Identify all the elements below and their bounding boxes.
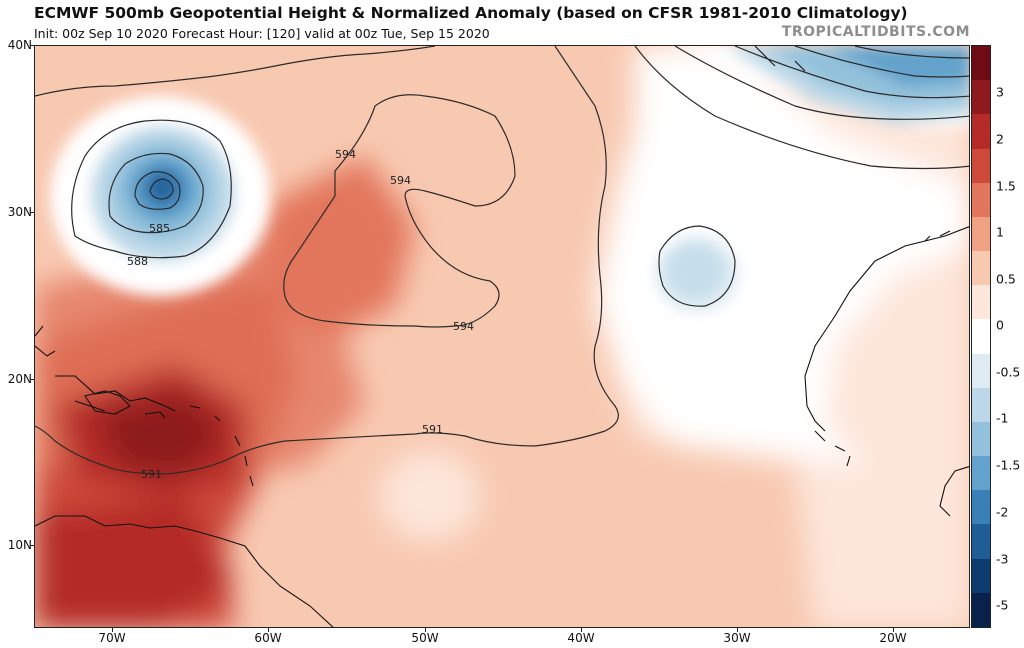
coastline-puerto-rico xyxy=(144,411,166,419)
colorbar-segment xyxy=(972,319,990,355)
lon-tick xyxy=(112,628,113,632)
lon-label-70w: 70W xyxy=(98,631,126,645)
lon-tick xyxy=(268,628,269,632)
cutoff-low-central xyxy=(655,236,739,312)
lon-tick xyxy=(893,628,894,632)
coastline-canary-islands xyxy=(924,230,951,242)
lon-label-60w: 60W xyxy=(254,631,282,645)
colorbar-segment xyxy=(972,285,990,320)
colorbar-tick-label: -2 xyxy=(996,504,1009,520)
colorbar-segment xyxy=(972,456,990,491)
colorbar-tick-label: 0 xyxy=(996,317,1004,333)
lat-tick xyxy=(30,545,34,546)
coastline-africa-west xyxy=(939,466,969,517)
contour-591-main xyxy=(35,46,619,475)
lat-tick xyxy=(30,379,34,380)
brand-watermark: TROPICALTIDBITS.COM xyxy=(781,24,970,40)
colorbar-segment xyxy=(972,251,990,286)
contour-label-591-a: 591 xyxy=(422,423,443,436)
lon-label-30w: 30W xyxy=(723,631,751,645)
map-canvas: 594 594 594 585 588 591 591 xyxy=(35,46,969,627)
coastline-lesser-antilles xyxy=(189,405,254,487)
colorbar-segment xyxy=(972,524,990,560)
colorbar-tick-label: 3 xyxy=(996,84,1004,100)
contour-588-northeast xyxy=(674,46,969,120)
colorbar-segment xyxy=(972,148,990,184)
height-contours xyxy=(35,46,969,475)
map-title: ECMWF 500mb Geopotential Height & Normal… xyxy=(34,4,908,22)
colorbar-segment xyxy=(972,46,990,81)
colorbar-segment xyxy=(972,80,990,115)
coastlines xyxy=(35,46,969,627)
colorbar-segment xyxy=(972,490,990,525)
colorbar-tick-label: -1.5 xyxy=(996,457,1021,473)
coastline-jamaica xyxy=(74,400,106,412)
colorbar-segment xyxy=(972,558,990,594)
contour-label-585: 585 xyxy=(149,222,170,235)
contour-579-low xyxy=(149,178,174,200)
contour-582-northeast xyxy=(794,46,969,78)
anomaly-darkest-red xyxy=(95,391,225,476)
contour-585-northeast xyxy=(734,46,969,99)
lon-tick xyxy=(425,628,426,632)
anomaly-pale-spot xyxy=(380,451,480,541)
lat-label-40n: 40N xyxy=(7,38,32,52)
coastline-south-america xyxy=(35,515,334,627)
contour-582-low xyxy=(134,171,181,210)
coastline-africa-northwest xyxy=(804,226,969,432)
colorbar-tick-label: -5 xyxy=(996,597,1009,613)
contour-579-northeast xyxy=(854,46,969,59)
coastline-florida xyxy=(35,325,56,357)
contour-591-cutoff xyxy=(658,225,736,307)
anomaly-map: 594 594 594 585 588 591 591 xyxy=(34,45,970,628)
contour-588-low xyxy=(71,119,232,259)
colorbar-tick-label: -1 xyxy=(996,410,1009,426)
colorbar-tick-label: 0.5 xyxy=(996,271,1016,287)
contour-label-594-b: 594 xyxy=(390,174,411,187)
lat-tick xyxy=(30,45,34,46)
lat-tick xyxy=(30,212,34,213)
lon-label-20w: 20W xyxy=(879,631,907,645)
colorbar-segment xyxy=(972,421,990,457)
colorbar-tick-label: -3 xyxy=(996,551,1009,567)
lat-label-20n: 20N xyxy=(7,372,32,386)
contour-594-ridge xyxy=(283,94,516,328)
colorbar-tick-label: 2 xyxy=(996,131,1004,147)
colorbar-segment xyxy=(972,182,990,218)
colorbar-segment xyxy=(972,216,990,252)
lat-label-30n: 30N xyxy=(7,205,32,219)
lon-tick xyxy=(581,628,582,632)
colorbar-tick-label: 1.5 xyxy=(996,178,1016,194)
coastline-cuba xyxy=(55,375,176,412)
colorbar-tick-label: -0.5 xyxy=(996,364,1021,380)
lon-label-50w: 50W xyxy=(411,631,439,645)
lat-label-10n: 10N xyxy=(7,538,32,552)
coastline-cape-verde xyxy=(814,430,851,467)
contour-label-594-c: 594 xyxy=(453,320,474,333)
anomaly-colorbar xyxy=(971,45,991,628)
contour-585-low xyxy=(108,152,204,234)
colorbar-segment xyxy=(972,353,990,389)
contour-label-594-a: 594 xyxy=(335,148,356,161)
colorbar-segment xyxy=(972,387,990,423)
upper-low-west xyxy=(50,96,270,296)
colorbar-tick-label: 1 xyxy=(996,224,1004,240)
colorbar-segment xyxy=(972,592,990,628)
contour-594-north xyxy=(35,46,436,97)
anomaly-neutral-central xyxy=(595,46,969,466)
map-subtitle: Init: 00z Sep 10 2020 Forecast Hour: [12… xyxy=(34,26,490,41)
coastline-hispaniola xyxy=(84,390,131,415)
coastline-azores xyxy=(754,46,806,72)
contour-label-591-b: 591 xyxy=(141,468,162,481)
contour-591-northeast xyxy=(634,46,969,170)
lon-label-40w: 40W xyxy=(567,631,595,645)
contour-label-588: 588 xyxy=(127,255,148,268)
colorbar-segment xyxy=(972,114,990,150)
lon-tick xyxy=(737,628,738,632)
